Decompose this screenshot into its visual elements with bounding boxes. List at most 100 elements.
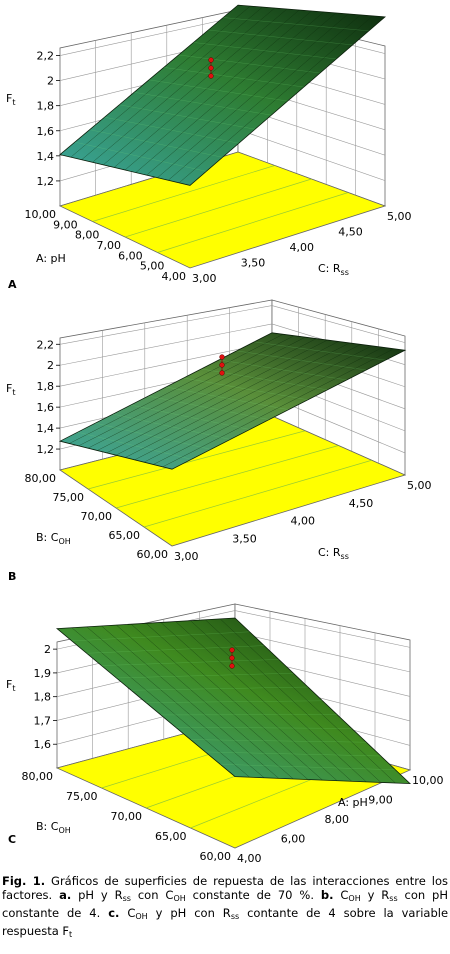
caption-text-8: C	[119, 906, 136, 920]
z-tick-label: 1,7	[34, 714, 52, 727]
surface-mesh-line	[175, 621, 352, 782]
surface-mesh-line	[81, 6, 263, 160]
surface-mesh-line	[92, 7, 275, 163]
design-point	[219, 370, 225, 376]
design-point	[208, 73, 214, 79]
surface-mesh-line	[143, 345, 372, 463]
surface-mesh-line	[70, 5, 251, 158]
z-axis-title-sub: t	[12, 98, 15, 107]
surface-mesh-line	[71, 627, 250, 778]
z-axis-title-sub: t	[12, 684, 15, 693]
z-tick-label: 1,4	[37, 422, 55, 435]
panel-label: C	[8, 833, 16, 846]
z-tick-label: 1,2	[37, 443, 55, 456]
x-axis-title: C: Rss	[318, 262, 349, 277]
z-tick-label: 1,6	[37, 125, 55, 138]
caption-text-4: constante de 70 %.	[185, 888, 321, 902]
caption-sub-ss-1: ss	[122, 894, 131, 903]
surface-mesh-line	[153, 347, 383, 465]
z-axis-title: Ft	[6, 92, 15, 107]
z-tick-label: 1,4	[37, 150, 55, 163]
caption-text-10: contante de 4 sobre la variable respuest…	[2, 906, 449, 938]
y-tick-label: 10,00	[25, 208, 57, 221]
surface-mesh-line	[106, 339, 328, 454]
grid-line-left-h	[59, 305, 273, 345]
caption-sub-oh-1: OH	[173, 894, 186, 903]
surface-mesh-line	[220, 764, 396, 770]
caption-sub-oh-2: OH	[348, 894, 361, 903]
floor-contour	[87, 430, 306, 490]
grid-line-left-h	[59, 323, 273, 366]
x-axis-title: A: pH	[338, 796, 368, 809]
caption-c: c.	[108, 906, 120, 920]
y-axis-title: B: COH	[36, 820, 71, 835]
floor-contour	[115, 445, 339, 509]
caption-a: a.	[59, 888, 72, 902]
x-axis-title-sub: ss	[341, 552, 349, 561]
z-tick-label: 1,2	[37, 175, 55, 188]
y-axis-title-main: B: C	[36, 820, 59, 833]
figure-caption: Fig. 1. Gráficos de superficies de repue…	[2, 874, 448, 942]
floor-contour	[157, 192, 349, 253]
x-axis-title-main: C: R	[318, 262, 341, 275]
design-point	[229, 655, 235, 661]
surface-chart-a: 1,21,41,61,822,23,003,504,004,505,004,00…	[6, 4, 412, 291]
surface-mesh-line	[168, 14, 361, 181]
surface-mesh-line	[205, 751, 381, 757]
grid-line-right-h	[237, 129, 386, 181]
x-tick-label: 5,00	[407, 479, 432, 492]
panel-label: A	[8, 278, 17, 291]
x-tick-label: 3,00	[174, 550, 199, 563]
surface-mesh-line	[115, 341, 339, 456]
z-tick-label: 1,8	[37, 380, 55, 393]
y-axis-title: B: COH	[36, 531, 71, 546]
y-tick-label: 60,00	[200, 850, 232, 863]
x-axis-title-sub: ss	[341, 268, 349, 277]
caption-fig-label: Fig. 1.	[2, 874, 46, 888]
surface-mesh-line	[86, 626, 265, 778]
x-axis-title-main: A: pH	[338, 796, 368, 809]
design-point	[219, 354, 225, 360]
y-axis-title-sub: OH	[58, 826, 70, 835]
caption-text-5: C	[333, 888, 349, 902]
z-axis-title: Ft	[6, 382, 15, 397]
floor-contour	[124, 178, 312, 238]
y-axis-title-sub: OH	[58, 537, 70, 546]
y-tick-label: 75,00	[66, 790, 98, 803]
design-point	[229, 647, 235, 653]
z-axis-title-sub: t	[12, 388, 15, 397]
x-tick-label: 4,00	[290, 241, 315, 254]
y-tick-label: 65,00	[109, 529, 141, 542]
x-tick-label: 3,50	[241, 257, 266, 270]
z-tick-label: 2,2	[37, 338, 55, 351]
surface-mesh-line	[103, 8, 288, 166]
grid-line-right-h	[234, 610, 411, 648]
caption-text-3: con C	[130, 888, 174, 902]
surface-mesh-line	[116, 624, 294, 780]
y-tick-label: 6,00	[118, 249, 143, 262]
caption-text-6: y R	[360, 888, 390, 902]
panel-label: B	[8, 570, 16, 583]
y-tick-label: 60,00	[137, 548, 169, 561]
surface-mesh-line	[219, 618, 396, 784]
caption-text-7: con pH constante de 4.	[2, 888, 448, 920]
figure-charts: 1,21,41,61,822,23,003,504,004,505,004,00…	[6, 4, 444, 865]
z-axis-title: Ft	[6, 678, 15, 693]
x-axis-title-main: C: R	[318, 546, 341, 559]
z-tick-label: 1,6	[34, 738, 52, 751]
x-tick-label: 4,00	[237, 852, 262, 865]
surface-mesh-line	[223, 17, 369, 32]
surface-mesh-line	[145, 623, 323, 781]
surface-mesh-line	[124, 10, 312, 171]
surface-mesh-line	[146, 12, 337, 176]
surface-mesh-line	[125, 342, 350, 458]
surface-mesh-line	[114, 9, 300, 168]
y-axis-title: A: pH	[36, 252, 66, 265]
z-tick-label: 1,8	[34, 691, 52, 704]
y-axis-title-main: B: C	[36, 531, 59, 544]
x-axis-title: C: Rss	[318, 546, 349, 561]
surface-mesh-line	[69, 334, 284, 444]
design-point	[219, 362, 225, 368]
caption-b: b.	[320, 888, 334, 902]
y-tick-label: 80,00	[22, 770, 54, 783]
